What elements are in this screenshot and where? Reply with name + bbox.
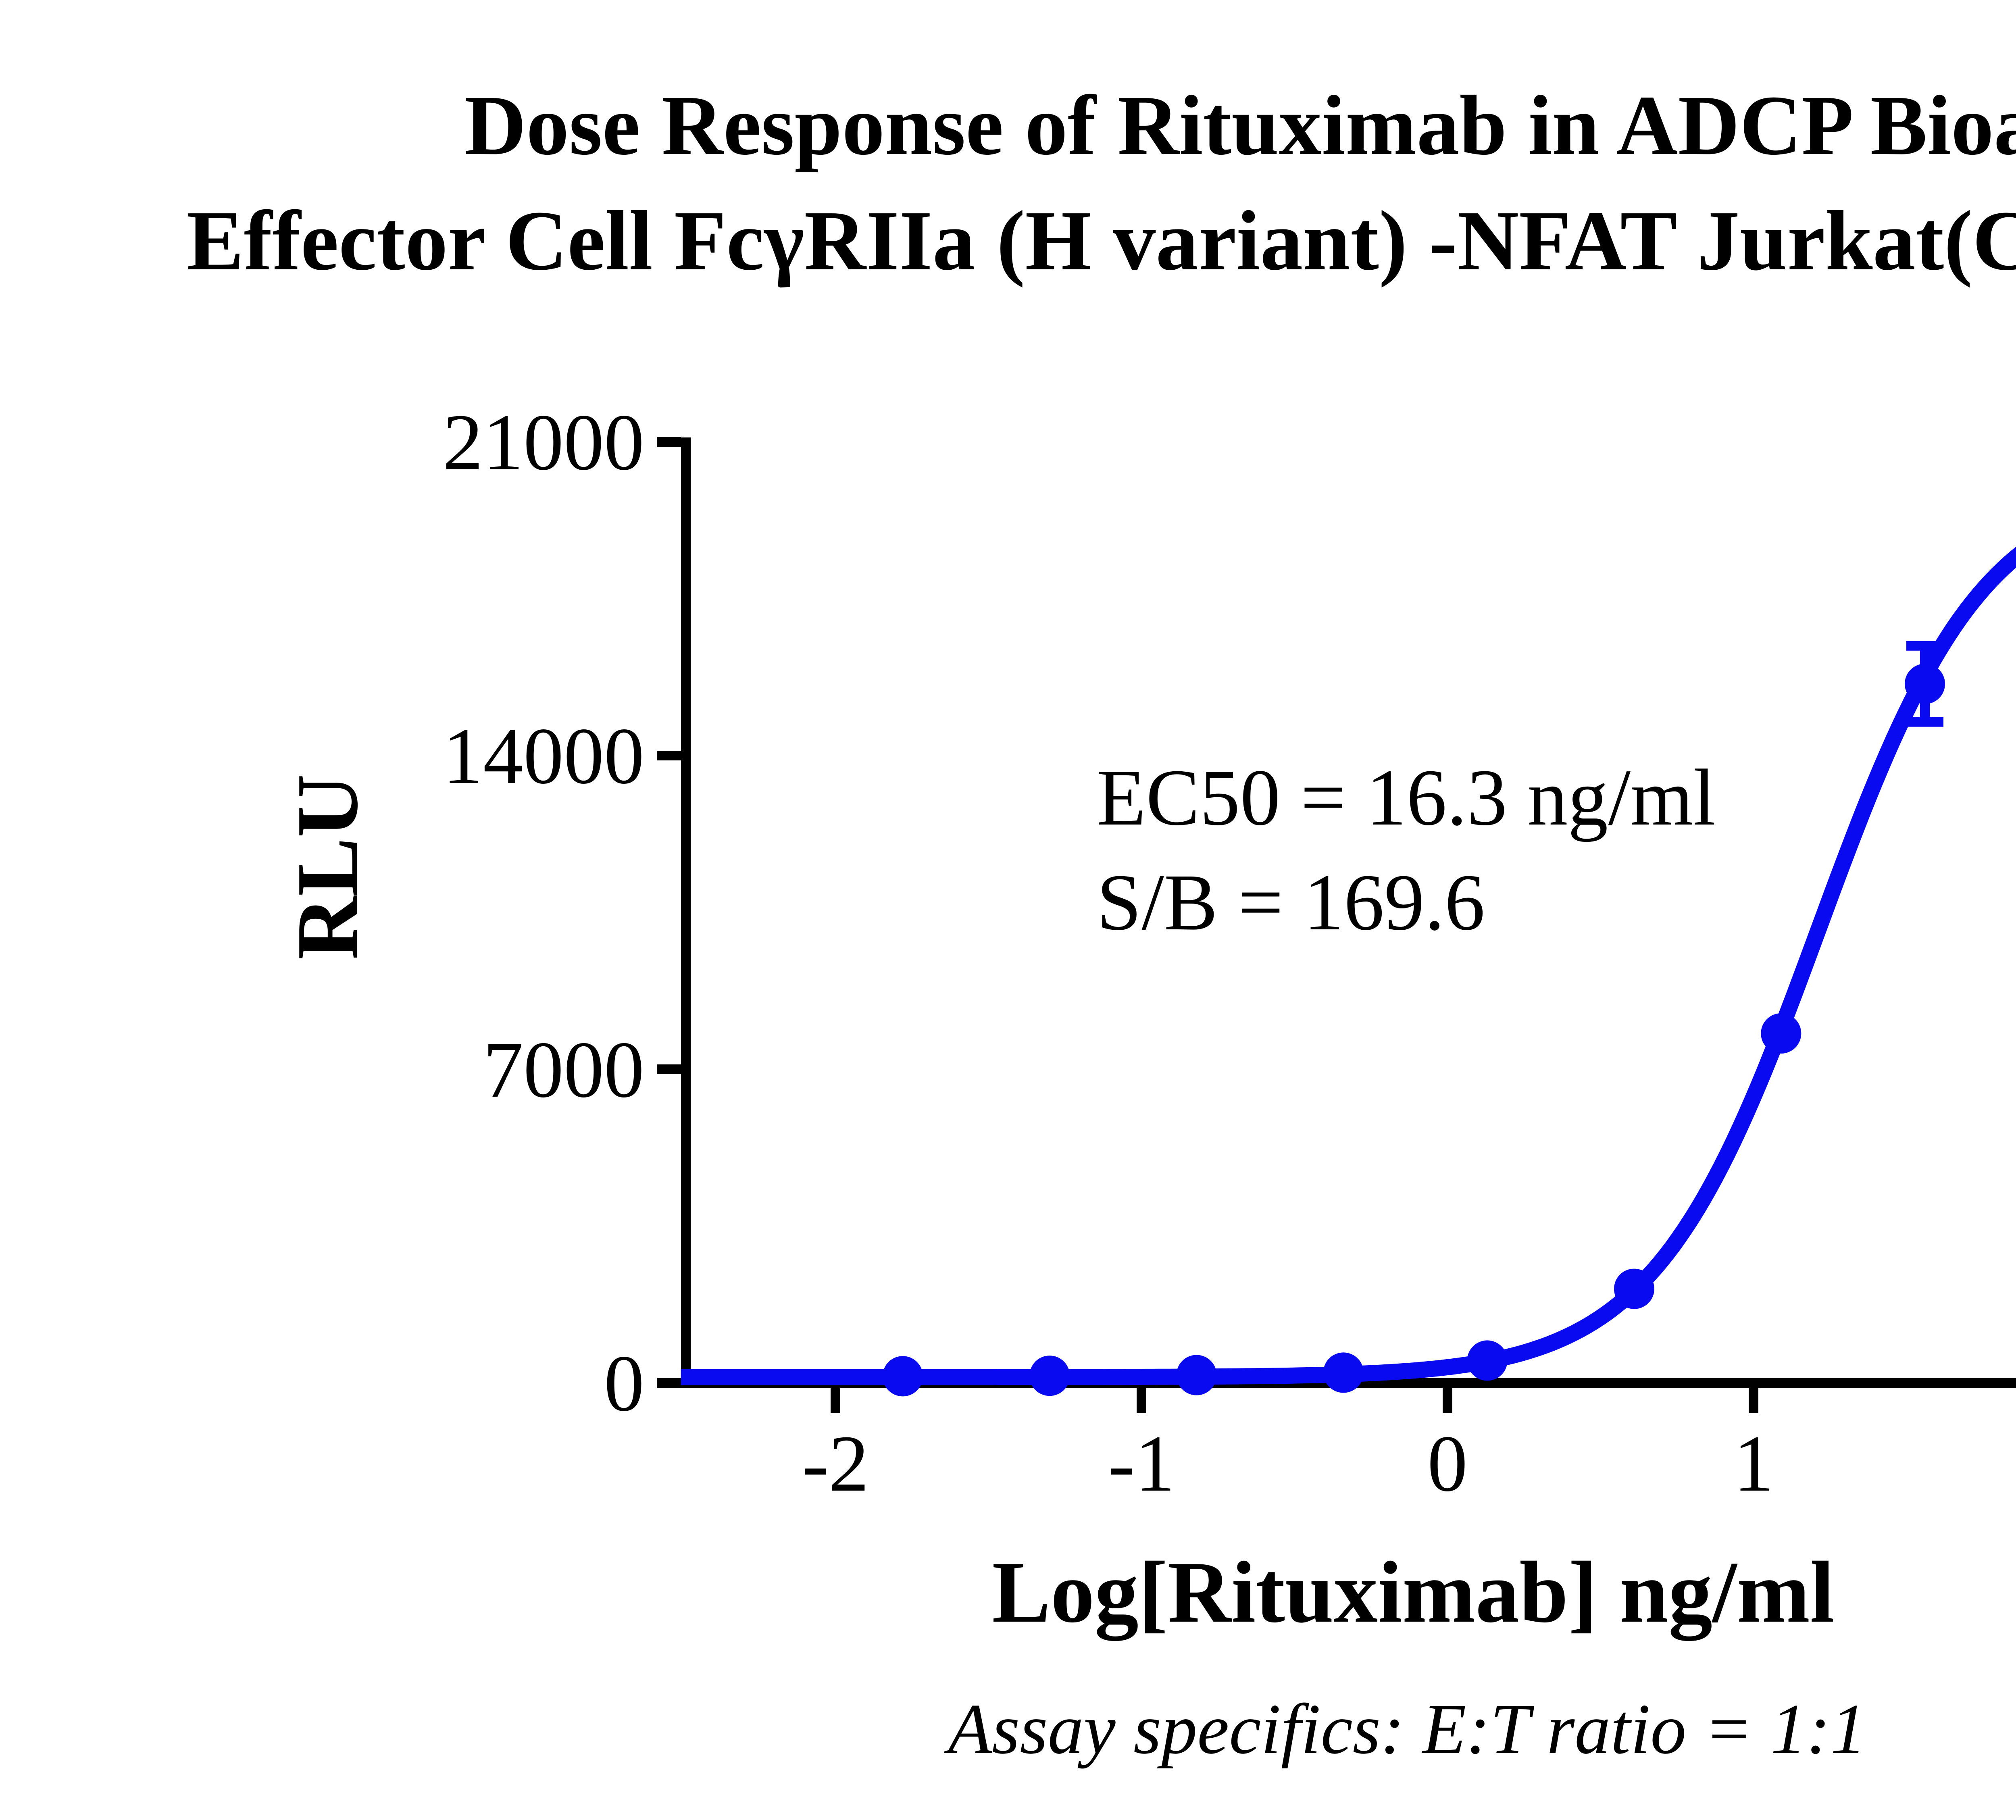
data-point-marker — [1614, 1268, 1654, 1309]
x-tick-label: 1 — [1733, 1419, 1774, 1508]
data-point-marker — [1761, 1013, 1801, 1054]
fit-annotation: EC50 = 16.3 ng/ml S/B = 169.6 — [1097, 753, 1716, 947]
chart-title-line2: Effector Cell FcγRIIa (H variant) -NFAT … — [187, 193, 2016, 288]
y-tick-label: 14000 — [443, 712, 644, 801]
fitted-curve-path — [679, 546, 2016, 1385]
assay-specifics-footer: Assay specifics: E:T ratio = 1:1 — [944, 1689, 1866, 1769]
chart-title-line1: Dose Response of Rituximab in ADCP Bioas… — [464, 78, 2016, 173]
fitted-curve-group — [679, 546, 2016, 1385]
x-tick-marks: -2-1012 — [802, 1388, 1774, 1508]
data-point-marker — [1323, 1352, 1364, 1393]
x-axis-title: Log[Rituximab] ng/ml — [992, 1544, 1834, 1641]
data-point-marker — [882, 1356, 923, 1397]
data-point-marker — [1467, 1340, 1508, 1381]
data-points-group — [882, 664, 1945, 1397]
y-tick-label: 21000 — [443, 398, 644, 487]
signal-to-background-annotation: S/B = 169.6 — [1097, 858, 1485, 947]
x-tick-label: 0 — [1427, 1419, 1468, 1508]
data-point-marker — [1029, 1356, 1070, 1396]
x-tick-label: -1 — [1108, 1419, 1175, 1508]
x-tick-label: -2 — [802, 1419, 869, 1508]
y-tick-marks: 0 7000 14000 21000 — [443, 398, 681, 1428]
data-point-marker — [1176, 1355, 1217, 1395]
y-axis-title: RLU — [279, 774, 376, 960]
ec50-annotation: EC50 = 16.3 ng/ml — [1097, 753, 1716, 842]
y-tick-label: 7000 — [483, 1025, 644, 1114]
data-point-marker — [1905, 664, 1945, 704]
y-tick-label: 0 — [604, 1339, 644, 1428]
